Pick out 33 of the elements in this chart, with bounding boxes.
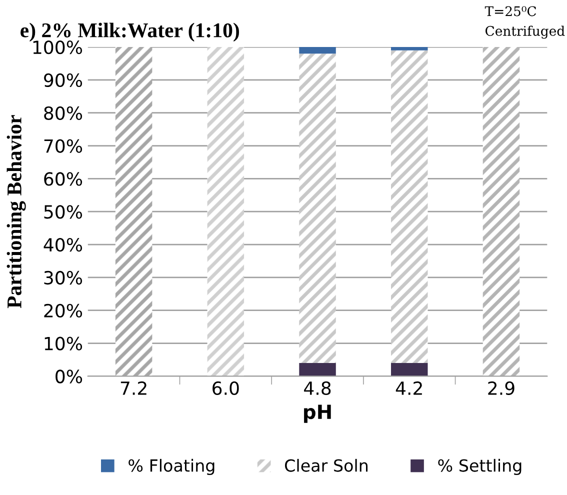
text: Centrifuged — [486, 26, 565, 39]
bar — [299, 54, 336, 364]
x-tick-label: 4.8 — [304, 381, 331, 396]
y-tick-label: 40% — [44, 238, 82, 252]
y-tick-label: 100% — [33, 40, 82, 54]
chart-title: e) 2% Milk:Water (1:10) — [20, 22, 239, 42]
x-tick-label: 7.2 — [120, 381, 146, 395]
y-tick-label: 50% — [44, 205, 82, 219]
x-tick-label: 4.2 — [396, 381, 422, 395]
bar — [299, 363, 336, 376]
y-tick-label: 90% — [44, 73, 82, 88]
bar — [391, 50, 428, 364]
y-tick-label: 0% — [56, 370, 82, 384]
y-tick-label: 70% — [44, 139, 82, 153]
y-tick-label: 10% — [44, 336, 82, 350]
y-tick-label: 30% — [44, 270, 82, 285]
x-tick-label: 2.9 — [488, 381, 514, 396]
bar — [391, 47, 428, 50]
y-tick-label: 60% — [44, 172, 82, 186]
bar — [482, 47, 520, 376]
x-axis-title: pH — [304, 404, 331, 423]
bar — [115, 47, 152, 376]
bar — [391, 363, 428, 376]
y-axis-title: Partitioning Behavior — [6, 115, 26, 308]
bar — [207, 47, 244, 376]
x-tick-label: 6.0 — [212, 381, 239, 396]
bar — [299, 47, 336, 54]
legend-label: % Settling — [438, 458, 522, 476]
legend-label: % Floating — [128, 458, 214, 476]
text: T=25⁰C — [484, 6, 536, 16]
y-tick-label: 80% — [44, 106, 82, 120]
legend-label: Clear Soln — [285, 458, 368, 472]
y-tick-label: 20% — [44, 304, 82, 318]
